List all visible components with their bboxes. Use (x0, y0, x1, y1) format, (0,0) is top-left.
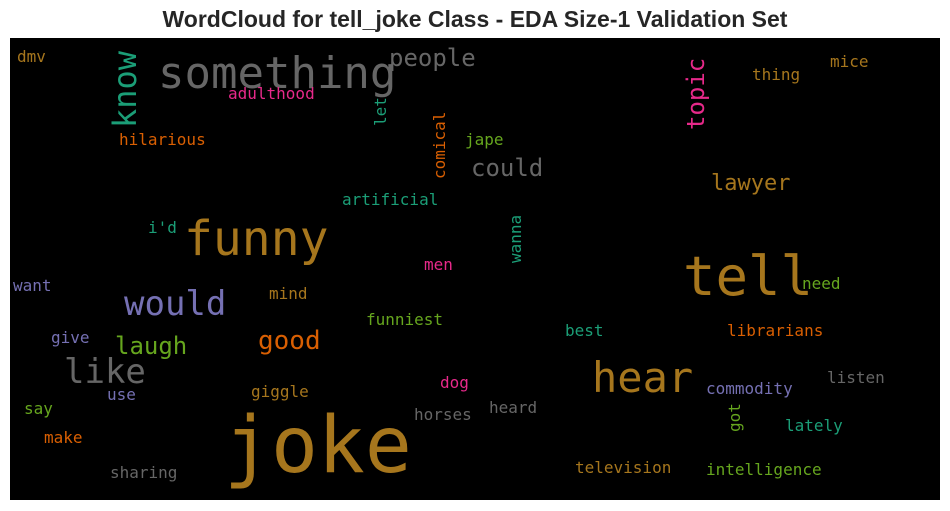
word-like: like (64, 352, 146, 392)
word-commodity: commodity (706, 379, 793, 398)
word-dog: dog (440, 373, 469, 392)
word-best: best (565, 321, 604, 340)
word-intelligence: intelligence (706, 460, 822, 479)
word-hear: hear (592, 353, 693, 402)
word-know: know (106, 50, 144, 128)
word-sharing: sharing (110, 463, 177, 482)
word-adulthood: adulthood (228, 84, 315, 103)
wordcloud-background (10, 38, 940, 500)
word-mice: mice (830, 52, 869, 71)
chart-title: WordCloud for tell_joke Class - EDA Size… (162, 6, 788, 32)
word-would: would (124, 284, 226, 324)
word-use: use (107, 385, 136, 404)
word-got: got (725, 403, 744, 432)
word-lawyer: lawyer (711, 171, 790, 196)
word-thing: thing (752, 65, 800, 84)
word-jape: jape (465, 130, 504, 149)
word-joke: joke (224, 401, 412, 491)
word-heard: heard (489, 398, 537, 417)
word-good: good (258, 326, 321, 356)
word-funniest: funniest (366, 310, 443, 329)
word-need: need (802, 274, 841, 293)
word-tell: tell (683, 245, 813, 308)
word-men: men (424, 255, 453, 274)
word-comical: comical (430, 112, 449, 179)
word-say: say (24, 399, 53, 418)
word-hilarious: hilarious (119, 130, 206, 149)
words-layer: joke tell funny something hear would like know p… (13, 44, 885, 491)
word-topic: topic (682, 58, 710, 130)
word-dmv: dmv (17, 47, 46, 66)
word-laugh: laugh (115, 332, 187, 360)
word-horses: horses (414, 405, 472, 424)
word-something: something (158, 48, 396, 99)
word-people: people (389, 44, 476, 72)
word-librarians: librarians (727, 321, 823, 340)
word-artificial: artificial (342, 190, 438, 209)
word-want: want (13, 276, 52, 295)
word-i-d: i'd (148, 218, 177, 237)
word-mind: mind (269, 284, 308, 303)
word-wanna: wanna (506, 215, 525, 263)
word-lately: lately (785, 416, 843, 435)
word-giggle: giggle (251, 382, 309, 401)
word-let: let (371, 97, 390, 126)
word-could: could (471, 154, 543, 182)
word-make: make (44, 428, 83, 447)
word-listen: listen (827, 368, 885, 387)
word-television: television (575, 458, 671, 477)
word-funny: funny (184, 211, 329, 267)
word-give: give (51, 328, 90, 347)
